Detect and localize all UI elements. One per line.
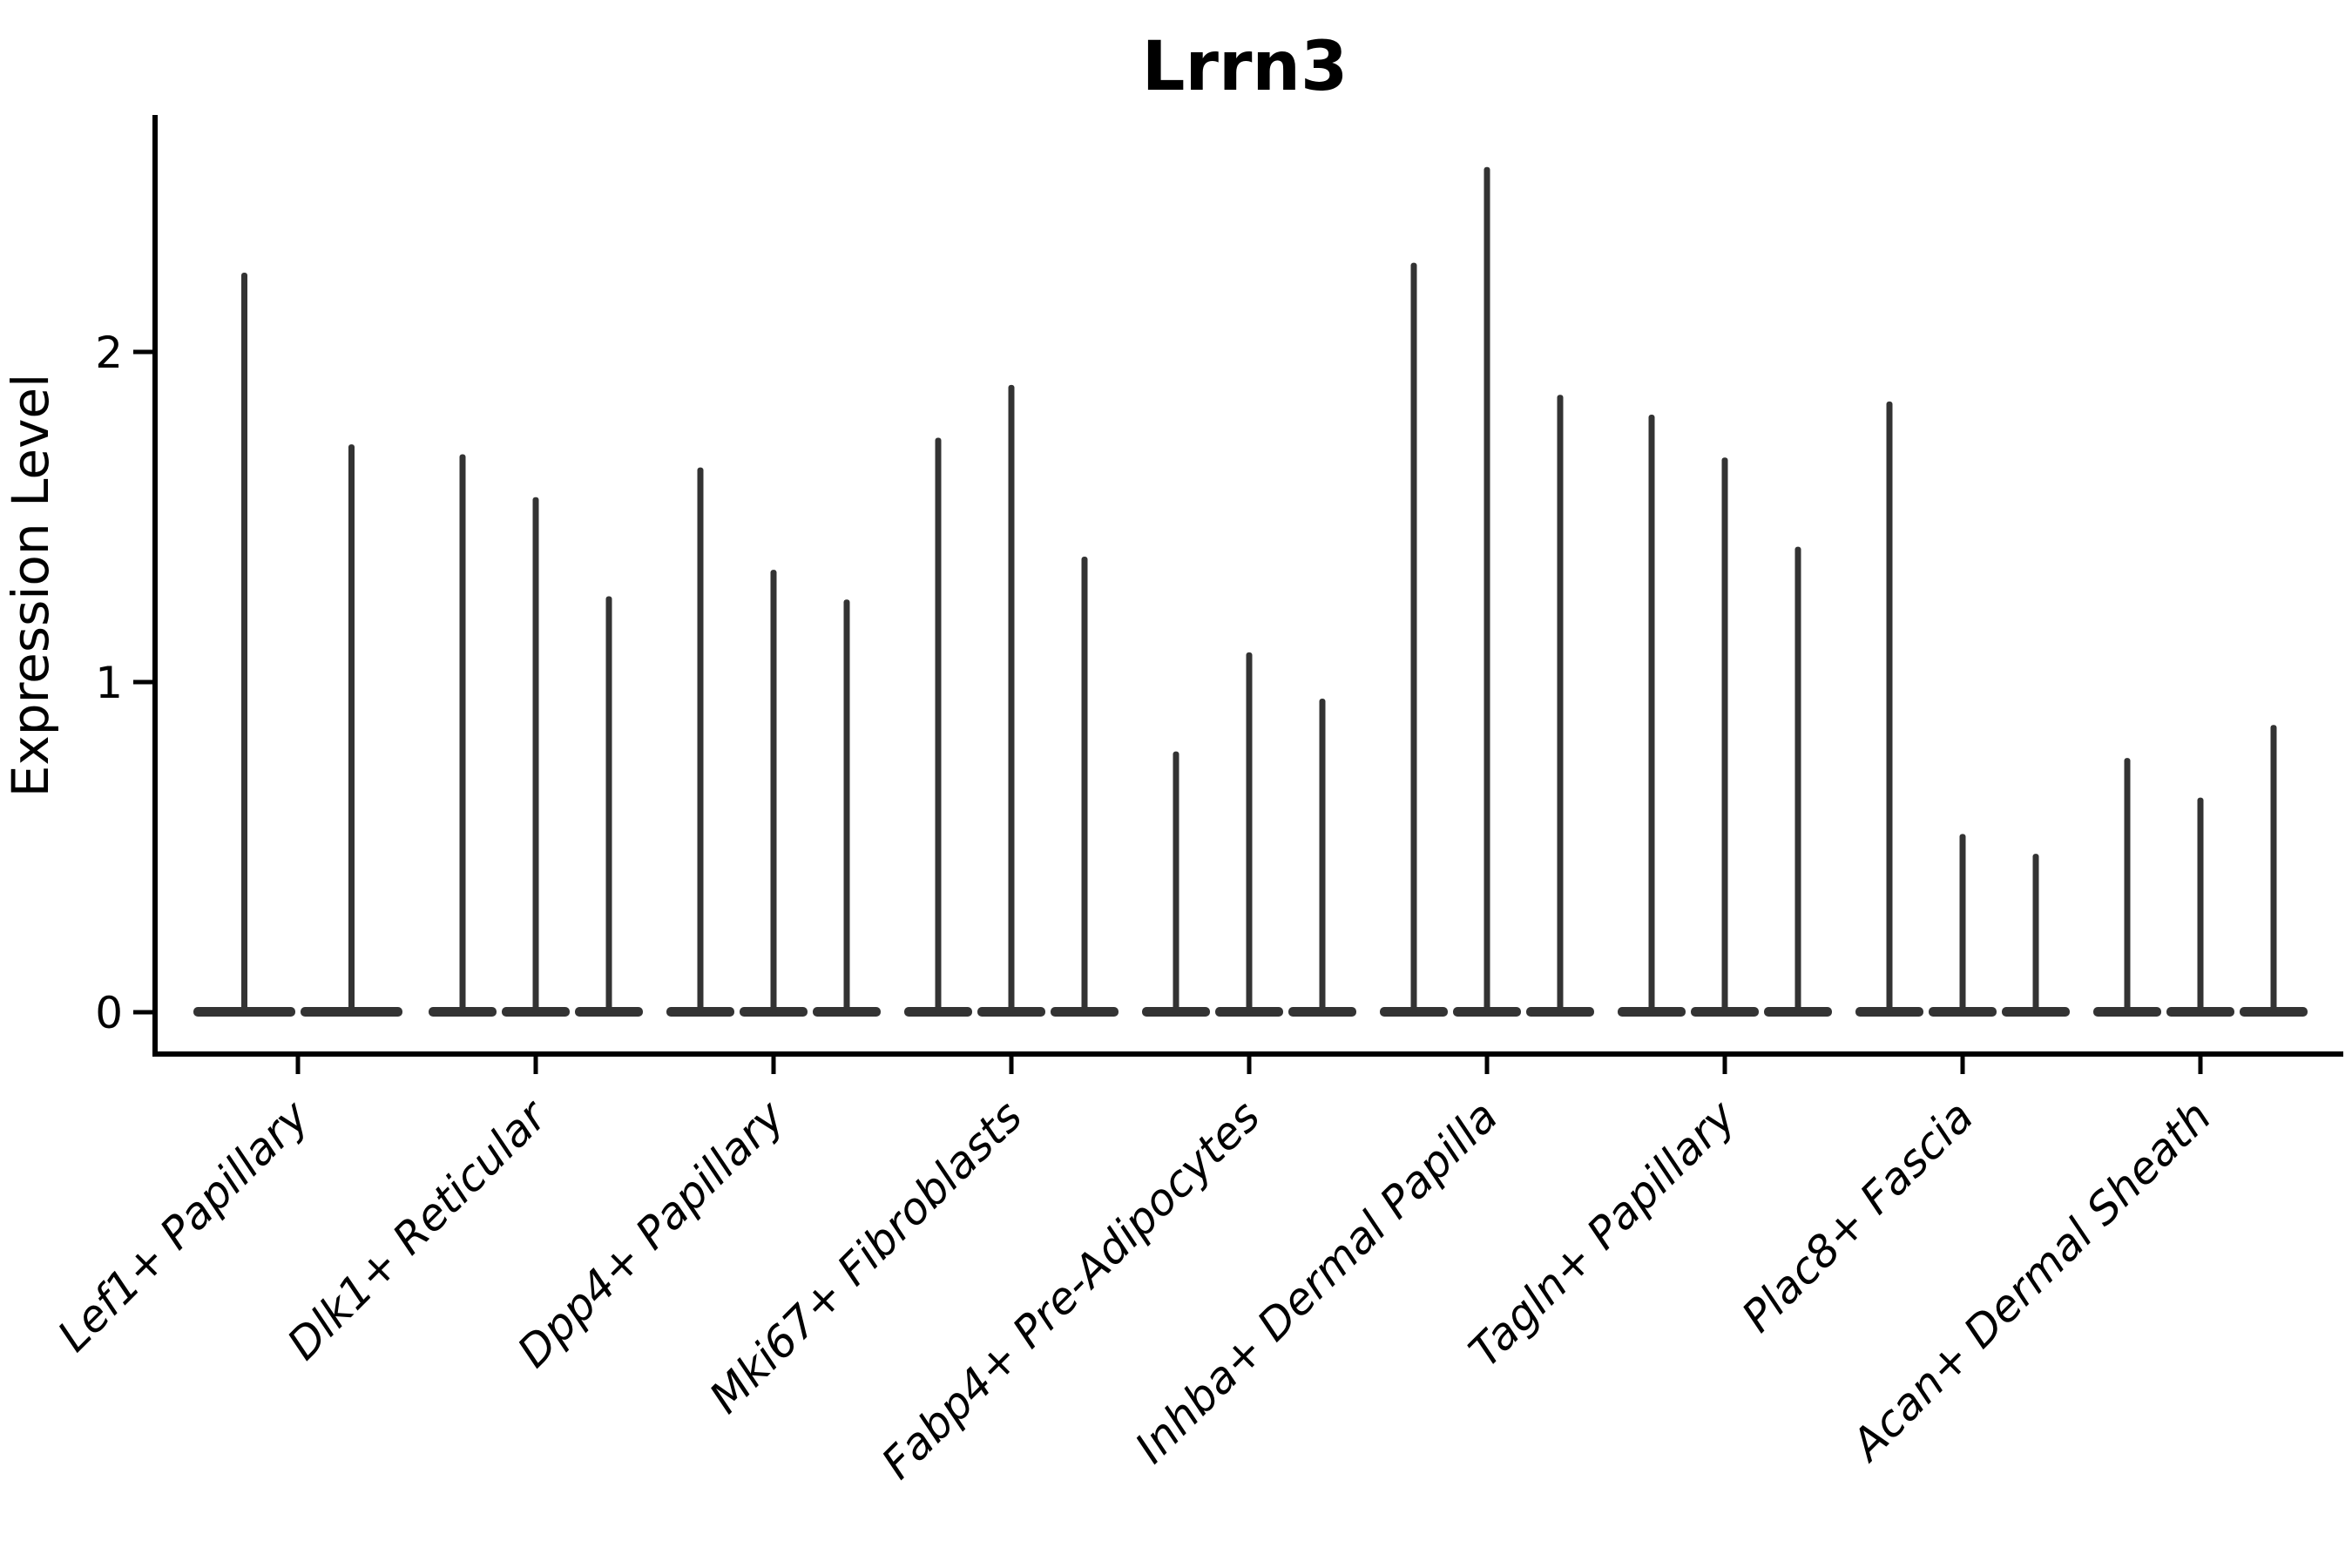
violin-spike <box>1319 698 1326 1014</box>
violin-spike <box>1410 262 1417 1014</box>
x-tick-label: Lef1+ Papillary <box>48 1090 319 1361</box>
y-tick-label: 1 <box>95 658 123 708</box>
violin-spike <box>843 599 850 1014</box>
x-tick-label: Fabp4+ Pre-Adipocytes <box>872 1091 1270 1489</box>
x-tick-label: Plac8+ Fascia <box>1733 1091 1984 1342</box>
y-tick-label: 2 <box>95 328 123 378</box>
violin <box>1855 401 1923 1017</box>
violin-spike <box>1484 166 1490 1014</box>
violin-spike <box>2197 797 2204 1014</box>
violin-spike <box>2270 725 2277 1014</box>
y-ticks: 0 1 2 <box>95 328 154 1038</box>
violin-spike <box>697 467 704 1014</box>
violin-spike <box>532 497 539 1014</box>
violin <box>1453 166 1521 1017</box>
violin-spike <box>348 444 355 1014</box>
violin <box>977 384 1045 1017</box>
violin <box>2093 758 2161 1017</box>
violin-spike <box>1794 546 1801 1014</box>
x-tick-label: Tagln+ Papillary <box>1459 1090 1746 1376</box>
violin <box>904 437 972 1017</box>
violin-spike <box>935 437 942 1014</box>
violin <box>666 467 734 1017</box>
violin <box>740 570 808 1017</box>
violin-spike <box>459 454 466 1014</box>
violin-spike <box>1246 652 1253 1014</box>
violin <box>2240 725 2308 1017</box>
violin <box>575 596 643 1017</box>
x-tick-label: Dlk1+ Reticular <box>278 1089 558 1369</box>
violin-spike <box>1648 415 1655 1014</box>
plot-title: Lrrn3 <box>1142 28 1348 106</box>
violins <box>193 166 2308 1017</box>
violin-spike <box>1008 384 1015 1014</box>
violin-spike <box>2032 854 2039 1014</box>
violin <box>1215 652 1283 1017</box>
violin-spike <box>1886 401 1893 1015</box>
violin <box>1288 698 1356 1017</box>
violin <box>1691 457 1759 1017</box>
violin <box>1380 262 1448 1017</box>
violin-spike <box>1959 834 1966 1014</box>
violin-spike <box>1557 395 1564 1014</box>
violin <box>2166 797 2234 1017</box>
violin-spike <box>1081 556 1088 1014</box>
violin <box>1051 556 1119 1017</box>
violin <box>1929 834 1997 1017</box>
violin <box>1618 415 1686 1017</box>
violin-spike <box>770 570 777 1014</box>
violin-spike <box>1721 457 1728 1014</box>
violin <box>502 497 570 1017</box>
violin <box>1142 751 1210 1017</box>
y-tick-label: 0 <box>95 988 123 1038</box>
violin <box>429 454 497 1017</box>
violin <box>193 273 295 1017</box>
violin-spike <box>241 273 247 1014</box>
violin <box>1526 395 1594 1017</box>
violin <box>2002 854 2070 1017</box>
y-axis-label: Expression Level <box>1 374 60 797</box>
violin-spike <box>2124 758 2131 1014</box>
violin <box>301 444 402 1017</box>
violin <box>1764 546 1832 1017</box>
violin-spike <box>605 596 612 1014</box>
violin-spike <box>1173 751 1179 1014</box>
violin <box>813 599 881 1017</box>
